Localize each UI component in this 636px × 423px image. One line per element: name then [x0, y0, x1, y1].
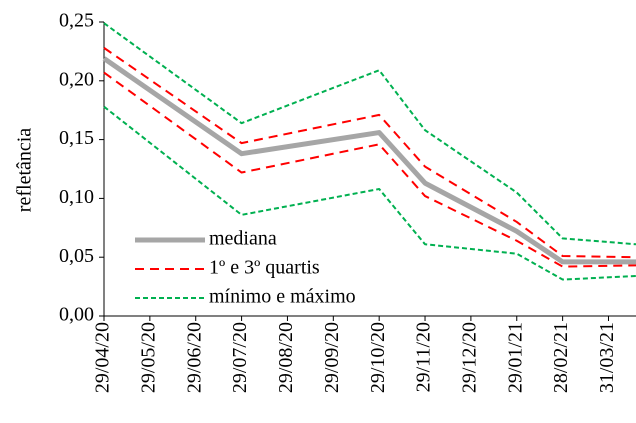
x-tick-label: 29/11/20 — [413, 322, 435, 392]
x-tick-label: 29/04/20 — [92, 322, 114, 393]
y-tick-label: 0,25 — [59, 10, 94, 32]
legend-label: mediana — [209, 228, 277, 250]
series-line — [102, 56, 636, 265]
y-tick-label: 0,20 — [59, 68, 94, 90]
y-tick-label: 0,05 — [59, 245, 94, 267]
y-axis-title: refletância — [14, 128, 36, 212]
x-tick-label: 29/12/20 — [458, 322, 480, 393]
legend-label: mínimo e máximo — [209, 286, 356, 308]
x-tick-label: 28/02/21 — [550, 322, 572, 393]
x-tick-label: 31/03/21 — [596, 322, 618, 393]
legend-label: 1º e 3º quartis — [209, 257, 320, 279]
series-line — [103, 71, 636, 268]
x-tick-label: 29/06/20 — [183, 322, 205, 393]
y-tick-label: 0,00 — [59, 304, 94, 326]
series-line — [103, 22, 636, 246]
x-tick-label: 29/01/21 — [504, 322, 526, 393]
y-tick-label: 0,10 — [59, 186, 94, 208]
series-line — [103, 47, 636, 259]
x-tick-label: 29/09/20 — [321, 322, 343, 393]
x-tick-label: 29/08/20 — [275, 322, 297, 393]
series-line — [103, 105, 636, 281]
x-tick-label: 29/07/20 — [229, 322, 251, 393]
y-tick-label: 0,15 — [59, 127, 94, 149]
x-tick-label: 29/10/20 — [367, 322, 389, 393]
x-tick-label: 29/05/20 — [137, 322, 159, 393]
